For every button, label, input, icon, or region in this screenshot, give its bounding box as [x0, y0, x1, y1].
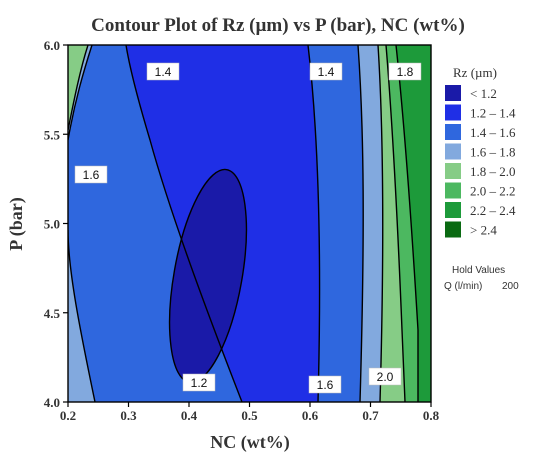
contour-label: 1.8 — [388, 62, 422, 81]
band-corner-1-8-2-0 — [68, 45, 88, 130]
legend-swatch — [445, 182, 461, 199]
hold-values-value: 200 — [502, 281, 519, 292]
y-tick-label: 5.5 — [44, 127, 61, 142]
x-tick-label: 0.4 — [181, 408, 198, 423]
contour-line-1-8-right — [377, 45, 384, 402]
x-axis: 0.2 0.3 0.4 0.5 0.6 0.7 0.8 — [60, 402, 440, 423]
legend-swatch — [445, 85, 461, 101]
contour-line-1-6-left — [68, 45, 93, 141]
legend-swatch — [445, 124, 461, 140]
legend-label: 2.2 – 2.4 — [470, 203, 516, 218]
hold-values-heading: Hold Values — [452, 265, 505, 276]
contour-label: 1.6 — [308, 375, 342, 394]
x-tick-label: 0.7 — [362, 408, 379, 423]
contour-label-text: 1.8 — [397, 65, 414, 79]
y-tick-label: 4.5 — [44, 306, 61, 321]
legend-swatch — [445, 221, 461, 238]
contour-label-text: 2.0 — [377, 370, 394, 384]
legend-label: 1.2 – 1.4 — [470, 106, 516, 121]
contour-label: 1.2 — [182, 373, 216, 392]
hold-values: Hold Values Q (l/min) 200 — [444, 265, 519, 292]
contour-line-1-4-left — [125, 45, 243, 402]
contour-line-1-6-right — [357, 45, 364, 402]
contour-line-2-0 — [385, 45, 406, 402]
hold-values-name: Q (l/min) — [444, 281, 482, 292]
chart-title: Contour Plot of Rz (µm) vs P (bar), NC (… — [91, 15, 465, 36]
contour-line-1-8-left — [68, 45, 89, 131]
x-axis-label: NC (wt%) — [210, 432, 289, 453]
legend-label: > 2.4 — [470, 223, 497, 238]
legend-swatch — [445, 163, 461, 179]
legend-swatch — [445, 143, 461, 160]
x-tick-label: 0.5 — [241, 408, 258, 423]
y-tick-label: 6.0 — [44, 38, 60, 53]
legend-label: 1.8 – 2.0 — [470, 164, 516, 179]
contour-label-text: 1.2 — [191, 376, 208, 390]
legend-label: 1.4 – 1.6 — [470, 125, 516, 140]
band-lt-1-2 — [169, 169, 247, 383]
contour-label-text: 1.4 — [318, 65, 335, 79]
contour-label-text: 1.4 — [155, 65, 172, 79]
contour-label-text: 1.6 — [83, 168, 100, 182]
legend-label: < 1.2 — [470, 86, 497, 101]
contour-label: 2.0 — [368, 367, 402, 386]
y-tick-label: 5.0 — [44, 217, 60, 232]
legend-label: 2.0 – 2.2 — [470, 184, 516, 199]
contour-line-1-4-right — [307, 45, 321, 402]
x-tick-label: 0.2 — [60, 408, 76, 423]
legend: Rz (µm) < 1.2 1.2 – 1.4 1.4 – 1.6 1.6 – 1.8… — [445, 65, 516, 238]
contour-label: 1.4 — [146, 62, 180, 81]
y-tick-label: 4.0 — [44, 395, 60, 410]
x-tick-label: 0.8 — [423, 408, 440, 423]
x-tick-label: 0.3 — [120, 408, 137, 423]
legend-title: Rz (µm) — [453, 65, 497, 80]
x-tick-label: 0.6 — [302, 408, 319, 423]
contour-labels: 1.4 1.4 1.8 1.6 1.2 1.6 2.0 — [74, 62, 422, 394]
contour-label-text: 1.6 — [317, 378, 334, 392]
contour-label: 1.4 — [309, 62, 343, 81]
legend-swatch — [445, 202, 461, 218]
y-axis-label: P (bar) — [6, 197, 27, 251]
plot-area — [68, 45, 431, 402]
contour-label: 1.6 — [74, 165, 108, 184]
legend-swatch — [445, 104, 461, 121]
y-axis: 4.0 4.5 5.0 5.5 6.0 — [44, 38, 68, 410]
legend-label: 1.6 – 1.8 — [470, 145, 516, 160]
